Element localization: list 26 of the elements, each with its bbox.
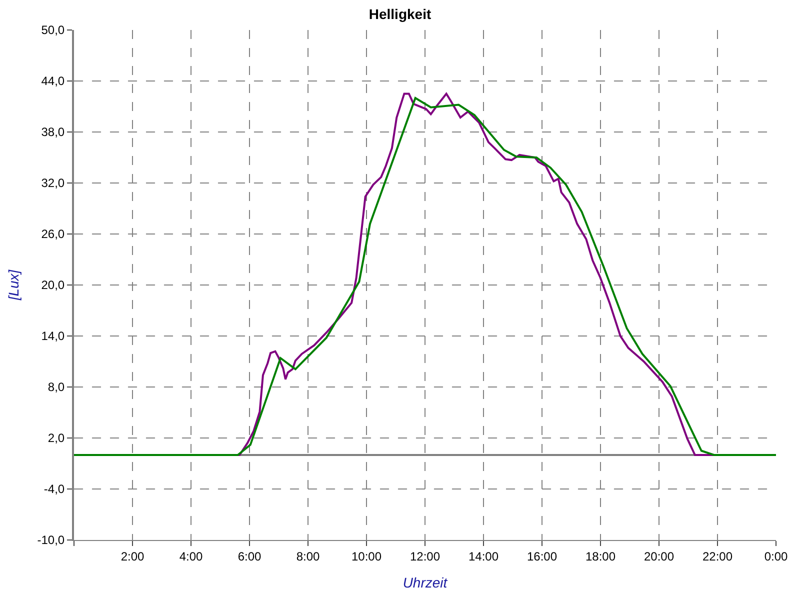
x-tick-label: 10:00 bbox=[351, 549, 382, 564]
x-tick-label: 14:00 bbox=[468, 549, 499, 564]
y-tick-label: 2,0 bbox=[48, 431, 65, 446]
x-tick-label: 0:00 bbox=[764, 549, 788, 564]
x-tick-label: 18:00 bbox=[585, 549, 616, 564]
y-tick-label: 44,0 bbox=[41, 74, 65, 88]
y-tick-label: 20,0 bbox=[41, 278, 65, 292]
y-tick-label: 8,0 bbox=[48, 380, 65, 394]
x-tick-label: 6:00 bbox=[238, 549, 262, 564]
x-tick-label: 12:00 bbox=[410, 549, 440, 564]
y-tick-label: 38,0 bbox=[41, 125, 65, 140]
x-tick-label: 4:00 bbox=[179, 549, 203, 564]
y-tick-label: 14,0 bbox=[41, 329, 65, 344]
chart-title: Helligkeit bbox=[368, 6, 432, 22]
x-tick-label: 2:00 bbox=[120, 549, 144, 564]
y-axis-title: [Lux] bbox=[5, 268, 22, 302]
x-axis-title: Uhrzeit bbox=[402, 574, 448, 591]
x-tick-label: 20:00 bbox=[644, 549, 674, 564]
y-tick-label: 26,0 bbox=[41, 227, 65, 242]
x-tick-label: 8:00 bbox=[296, 549, 320, 564]
x-tick-label: 16:00 bbox=[526, 549, 558, 564]
y-tick-label: 50,0 bbox=[41, 23, 65, 38]
x-tick-label: 22:00 bbox=[702, 549, 733, 564]
y-tick-label: -10,0 bbox=[37, 533, 65, 548]
y-tick-label: -4,0 bbox=[44, 482, 65, 496]
y-tick-label: 32,0 bbox=[41, 176, 65, 190]
